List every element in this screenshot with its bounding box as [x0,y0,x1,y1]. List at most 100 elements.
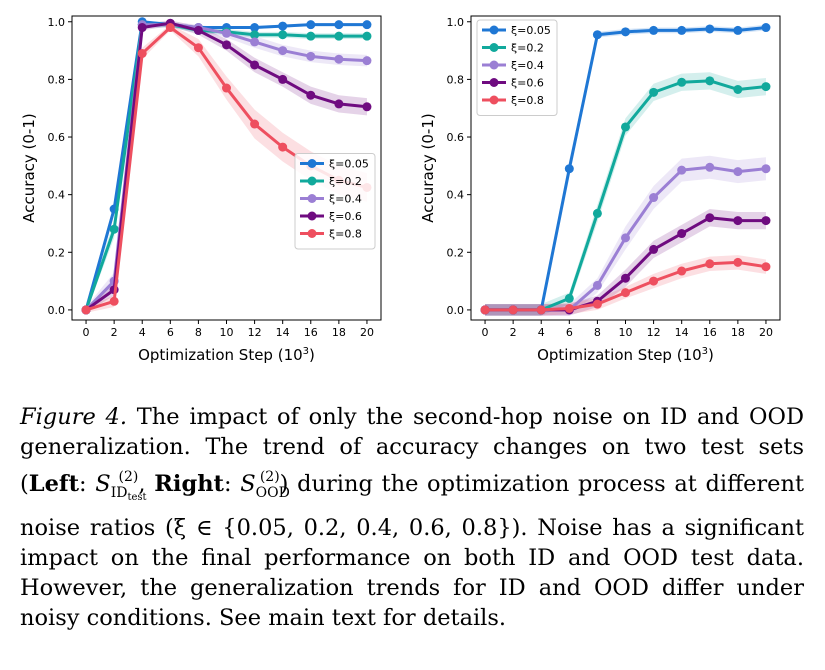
legend-label: ξ=0.2 [511,42,544,55]
x-tick-label: 16 [703,326,717,339]
data-point [705,162,715,172]
data-point [592,280,602,290]
x-tick-label: 6 [167,326,174,339]
caption-right-word: Right [154,471,224,497]
caption-comma: , [138,471,155,497]
plot-area [480,23,771,316]
data-point [761,164,771,174]
caption-symbol-s: S [95,471,111,497]
panel-right: 0 2 4 6 8 10 12 14 16 18 20 0.0 0.2 0.4 0.6 0.8 1.0 Optim… [419,15,781,364]
caption-superscript-2: (2) [118,469,139,485]
x-tick-label: 20 [360,326,374,339]
data-point [222,28,231,38]
data-point [334,99,344,109]
caption-symbol-s-2: S [240,471,256,497]
legend-label: ξ=0.05 [511,24,551,37]
x-tick-label: 12 [647,326,661,339]
y-tick-label: 0.2 [48,246,66,259]
data-point [109,296,119,306]
x-tick-label: 14 [276,326,290,339]
x-axis-label-tail: ) [309,346,315,364]
data-point [137,23,147,33]
data-point [705,213,715,223]
legend-label: ξ=0.8 [329,228,362,241]
data-point [334,54,344,64]
data-point [733,167,743,177]
data-point [761,216,771,226]
x-tick-label: 10 [619,326,633,339]
y-tick-label: 0.6 [48,131,66,144]
data-point [733,84,743,94]
x-tick-label: 6 [566,326,573,339]
data-point [564,293,574,303]
legend-label: ξ=0.4 [511,59,544,72]
x-tick-label: 8 [195,326,202,339]
data-point [222,40,231,50]
caption-text-2: ) during the optimization process at dif… [20,471,805,631]
data-point [306,51,316,61]
data-point [480,305,490,315]
data-point [165,23,175,33]
data-point [362,102,372,112]
data-point [733,257,743,267]
data-point [334,31,344,41]
x-tick-label: 20 [759,326,773,339]
data-point [306,31,316,41]
legend-label: ξ=0.4 [329,193,362,206]
data-point [677,165,687,175]
y-tick-label: 1.0 [48,16,66,29]
legend-box [476,19,558,116]
x-tick-label: 16 [304,326,318,339]
y-tick-label: 0.8 [48,73,66,86]
legend: ξ=0.05 ξ=0.2 ξ=0.4 ξ=0.6 ξ=0.8 [294,153,376,250]
data-point [193,25,203,35]
data-point [649,276,659,286]
data-point [250,37,260,47]
legend-swatch-marker [307,176,317,186]
data-point [621,27,630,37]
data-point [278,46,288,56]
legend-swatch-marker [489,43,499,52]
series-band-5 [485,255,766,316]
data-point [761,23,771,33]
data-point [677,25,687,35]
caption-sub-id: ID [110,485,128,501]
y-tick-label: 0.0 [447,304,465,317]
data-point [334,20,344,30]
data-point [81,305,91,315]
x-tick-label: 18 [332,326,346,339]
caption-colon-2: : [223,471,241,497]
data-point [649,87,659,97]
y-axis-label: Accuracy (0-1) [419,113,437,222]
caption-colon: : [79,471,96,497]
legend-swatch-marker [489,78,499,87]
data-point [306,90,316,100]
data-point [705,259,715,269]
data-point [761,82,771,92]
legend-label: ξ=0.6 [329,210,362,223]
legend: ξ=0.05 ξ=0.2 ξ=0.4 ξ=0.6 ξ=0.8 [476,19,558,116]
data-point [621,273,630,283]
y-tick-label: 0.4 [48,189,66,202]
data-point [306,20,316,30]
data-point [592,208,602,218]
data-point [677,229,687,239]
data-point [649,244,659,254]
series-band-4 [86,20,367,313]
legend-swatch-marker [307,194,317,203]
x-tick-label: 18 [731,326,745,339]
data-point [508,305,518,315]
data-point [193,43,203,53]
x-tick-label: 10 [220,326,234,339]
y-tick-label: 0.6 [447,131,465,144]
caption-text-1: The impact of only the second-hop noise … [20,404,804,497]
x-axis-label-sup: 3 [303,346,309,357]
x-axis-label: Optimization Step (103) [138,346,315,364]
data-point [677,266,687,276]
legend-swatch-marker [307,229,317,238]
legend-label: ξ=0.05 [329,158,369,171]
data-point [621,122,630,132]
x-tick-label: 4 [139,326,146,339]
data-point [250,23,260,33]
x-axis-label-text: Optimization Step (10 [537,346,702,364]
